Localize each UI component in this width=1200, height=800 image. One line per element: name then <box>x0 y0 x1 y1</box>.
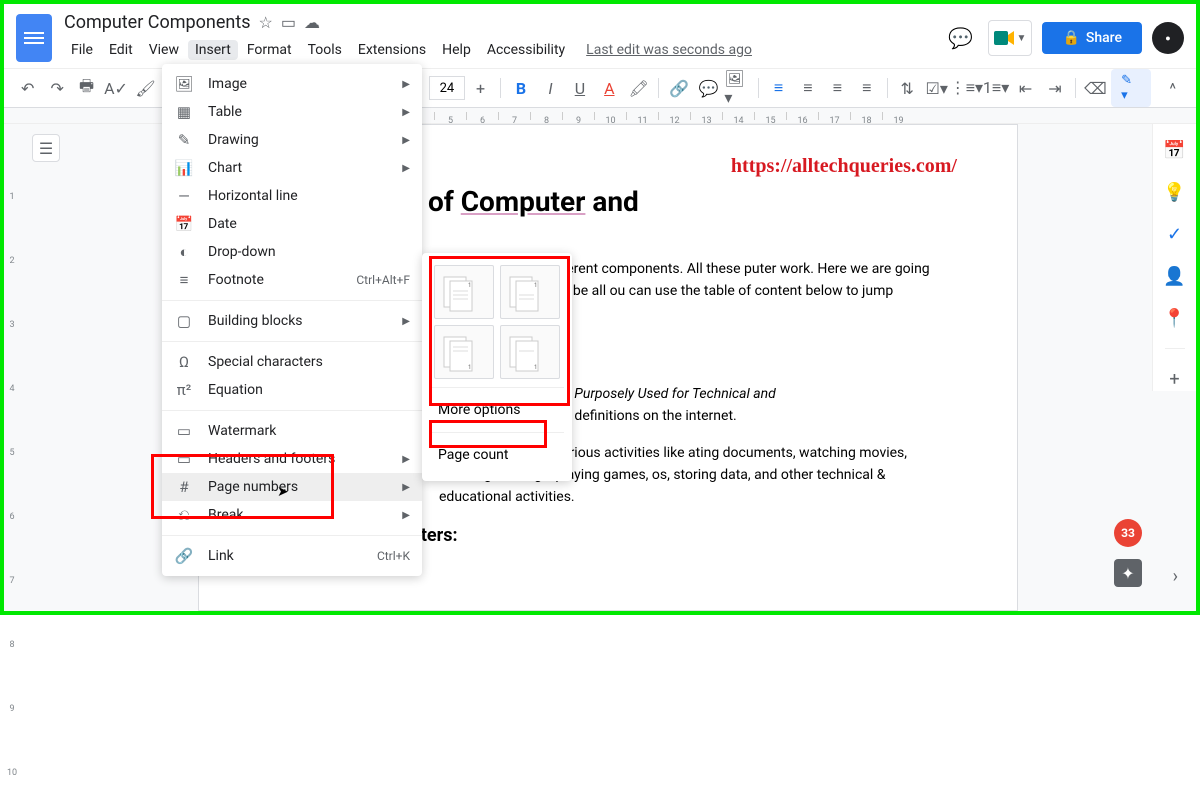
menu-format[interactable]: Format <box>240 40 299 60</box>
pn-option-top-right-skip-first[interactable]: 1 <box>500 265 560 319</box>
side-panel-scroll[interactable]: › <box>1173 566 1178 587</box>
explore-button[interactable]: ✦ <box>1114 559 1142 587</box>
insert-menu-horizontal-line[interactable]: —Horizontal line <box>162 182 422 210</box>
keep-icon[interactable]: 💡 <box>1163 180 1187 204</box>
maps-icon[interactable]: 📍 <box>1163 306 1187 330</box>
insert-menu-link[interactable]: 🔗LinkCtrl+K <box>162 542 422 570</box>
number-list-button[interactable]: 1≡▾ <box>982 74 1009 102</box>
svg-text:1: 1 <box>534 364 537 371</box>
insert-menu-watermark[interactable]: ▭Watermark <box>162 417 422 445</box>
share-label: Share <box>1086 30 1122 46</box>
undo-button[interactable]: ↶ <box>14 74 41 102</box>
tasks-icon[interactable]: ✓ <box>1163 222 1187 246</box>
pn-more-options[interactable]: More options <box>430 392 564 428</box>
insert-menu-image[interactable]: 🖼Image▶ <box>162 70 422 98</box>
editing-mode-button[interactable]: ✎ ▾ <box>1111 69 1151 107</box>
svg-text:1: 1 <box>468 364 471 371</box>
star-icon[interactable]: ☆ <box>259 13 273 32</box>
menu-bar: File Edit View Insert Format Tools Exten… <box>64 38 942 62</box>
meet-button[interactable]: ▼ <box>988 20 1032 56</box>
watermark-url: https://alltechqueries.com/ <box>731 155 957 178</box>
insert-menu-special-characters[interactable]: ΩSpecial characters <box>162 348 422 376</box>
align-left-button[interactable]: ≡ <box>765 74 792 102</box>
insert-menu-headers-and-footers[interactable]: ▭Headers and footers▶ <box>162 445 422 473</box>
page-numbers-submenu: 1 1 1 1 More options Page count <box>422 253 572 481</box>
svg-text:1: 1 <box>534 282 537 289</box>
paint-format-button[interactable]: 🖌 <box>132 74 159 102</box>
bullet-list-button[interactable]: ⋮≡▾ <box>952 74 980 102</box>
cursor-icon: ➤ <box>277 484 289 500</box>
insert-menu-table[interactable]: ▦Table▶ <box>162 98 422 126</box>
contacts-icon[interactable]: 👤 <box>1163 264 1187 288</box>
share-button[interactable]: 🔒 Share <box>1042 22 1142 54</box>
comment-button[interactable]: 💬 <box>695 74 722 102</box>
pn-option-bottom-right-skip-first[interactable]: 1 <box>500 325 560 379</box>
account-avatar[interactable]: ● <box>1152 22 1184 54</box>
pn-option-top-right[interactable]: 1 <box>434 265 494 319</box>
align-justify-button[interactable]: ≡ <box>853 74 880 102</box>
notification-badge[interactable]: 33 <box>1114 519 1142 547</box>
cloud-icon[interactable]: ☁ <box>304 13 320 32</box>
insert-menu-footnote[interactable]: ≡FootnoteCtrl+Alt+F <box>162 266 422 294</box>
insert-menu-break[interactable]: ⎌Break▶ <box>162 501 422 529</box>
menu-tools[interactable]: Tools <box>301 40 349 60</box>
paragraph-1: eral different components. All these put… <box>519 258 937 303</box>
vertical-ruler[interactable]: 12345678910 <box>4 124 20 611</box>
insert-menu-dropdown: 🖼Image▶▦Table▶✎Drawing▶📊Chart▶—Horizonta… <box>162 64 422 576</box>
pn-option-bottom-right[interactable]: 1 <box>434 325 494 379</box>
bold-button[interactable]: B <box>507 74 534 102</box>
insert-menu-drop-down[interactable]: ◐Drop-down <box>162 238 422 266</box>
comment-history-icon[interactable]: 💬 <box>942 20 978 56</box>
svg-text:1: 1 <box>468 282 471 289</box>
calendar-icon[interactable]: 📅 <box>1163 138 1187 162</box>
document-title[interactable]: Computer Components <box>64 12 251 33</box>
insert-menu-building-blocks[interactable]: ▢Building blocks▶ <box>162 307 422 335</box>
align-right-button[interactable]: ≡ <box>824 74 851 102</box>
checklist-button[interactable]: ☑▾ <box>923 74 950 102</box>
paragraph-2a: Machine Purposely Used for Technical and <box>519 383 937 405</box>
menu-accessibility[interactable]: Accessibility <box>480 40 572 60</box>
docs-logo[interactable] <box>16 14 52 62</box>
collapse-toolbar-button[interactable]: ^ <box>1159 74 1186 102</box>
lock-icon: 🔒 <box>1062 30 1079 46</box>
insert-menu-chart[interactable]: 📊Chart▶ <box>162 154 422 182</box>
menu-extensions[interactable]: Extensions <box>351 40 433 60</box>
redo-button[interactable]: ↷ <box>43 74 70 102</box>
menu-file[interactable]: File <box>64 40 100 60</box>
insert-menu-drawing[interactable]: ✎Drawing▶ <box>162 126 422 154</box>
indent-increase-button[interactable]: ⇥ <box>1041 74 1068 102</box>
fontsize-increase[interactable]: + <box>467 74 494 102</box>
outline-toggle-button[interactable]: ☰ <box>32 134 60 162</box>
app-header: Computer Components ☆ ▭ ☁ File Edit View… <box>4 4 1196 68</box>
print-button[interactable]: 🖶 <box>73 74 100 102</box>
highlight-button[interactable]: 🖍 <box>625 74 652 102</box>
menu-help[interactable]: Help <box>435 40 478 60</box>
line-spacing-button[interactable]: ⇅ <box>894 74 921 102</box>
menu-edit[interactable]: Edit <box>102 40 140 60</box>
menu-insert[interactable]: Insert <box>188 40 238 60</box>
pn-page-count[interactable]: Page count <box>430 437 564 473</box>
insert-menu-date[interactable]: 📅Date <box>162 210 422 238</box>
image-button[interactable]: 🖼▾ <box>724 74 751 102</box>
paragraph-2b: echnical definitions on the internet. <box>519 405 937 427</box>
text-color-button[interactable]: A <box>596 74 623 102</box>
menu-view[interactable]: View <box>142 40 186 60</box>
italic-button[interactable]: I <box>537 74 564 102</box>
underline-button[interactable]: U <box>566 74 593 102</box>
get-addons-icon[interactable]: + <box>1163 367 1187 391</box>
align-center-button[interactable]: ≡ <box>794 74 821 102</box>
side-panel: 📅 💡 ✓ 👤 📍 + <box>1152 124 1196 391</box>
last-edit-link[interactable]: Last edit was seconds ago <box>586 42 752 58</box>
spellcheck-button[interactable]: A✓ <box>102 74 129 102</box>
insert-menu-equation[interactable]: π²Equation <box>162 376 422 404</box>
clear-format-button[interactable]: ⌫ <box>1082 74 1109 102</box>
indent-decrease-button[interactable]: ⇤ <box>1012 74 1039 102</box>
font-size-input[interactable] <box>429 76 465 100</box>
insert-menu-page-numbers[interactable]: #Page numbers▶ <box>162 473 422 501</box>
link-button[interactable]: 🔗 <box>665 74 692 102</box>
move-icon[interactable]: ▭ <box>281 13 296 32</box>
